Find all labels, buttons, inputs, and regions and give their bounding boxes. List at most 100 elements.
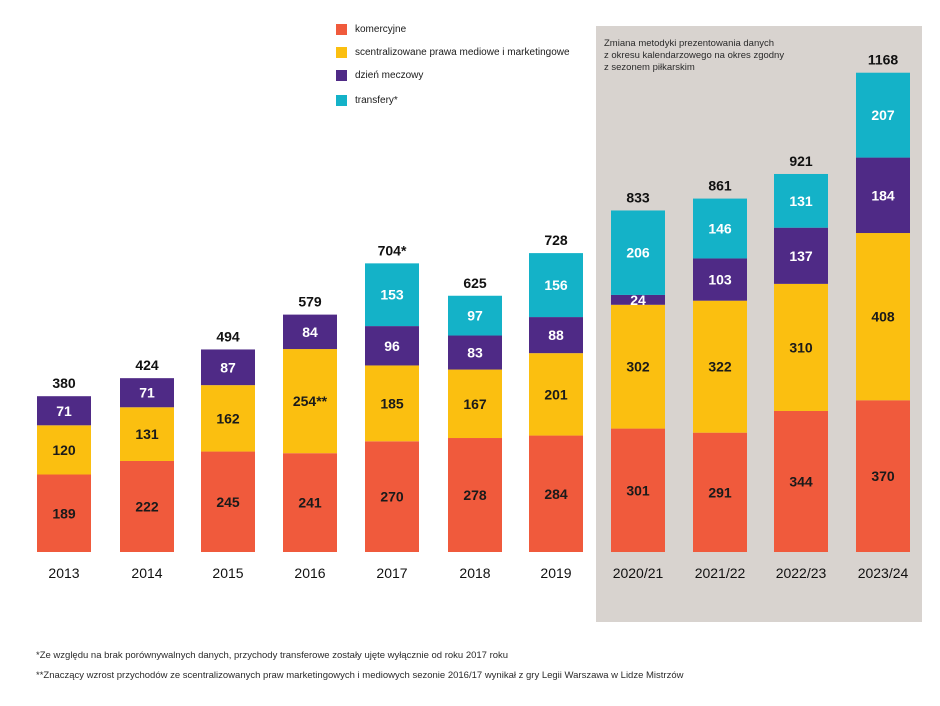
x-tick-label: 2016 [294,565,325,581]
bar-segment [283,453,337,552]
footnote-transfers: *Ze względu na brak porównywalnych danyc… [36,650,509,661]
bar-segment [448,295,502,336]
data-label: 370 [871,468,895,484]
legend-item-media-rights: scentralizowane prawa mediowe i marketin… [336,47,570,58]
data-label: 167 [463,396,487,412]
total-label: 921 [789,153,813,169]
total-label: 704* [378,242,407,258]
data-label: 222 [135,498,159,514]
total-label: 494 [216,328,240,344]
bar-segment [611,428,665,552]
total-label: 728 [544,232,568,248]
data-label: 156 [544,277,568,293]
bar-segment [774,227,828,284]
x-tick-label: 2020/21 [613,565,664,581]
bar-segment [774,283,828,411]
bar-segment [774,173,828,228]
data-label: 97 [467,308,483,324]
x-tick-label: 2015 [212,565,243,581]
bar-segment [856,400,910,552]
bar-segment [693,198,747,259]
bar-segment [365,263,419,327]
legend-item-komercyjne: komercyjne [336,24,406,35]
data-label: 301 [626,482,650,498]
data-label: 96 [384,338,400,354]
data-label: 245 [216,494,240,510]
data-label: 71 [56,403,72,419]
total-label: 579 [298,294,322,310]
bar-segment [856,233,910,401]
data-label: 278 [463,487,487,503]
data-label: 153 [380,287,404,303]
legend-swatch [336,95,347,106]
data-label: 189 [52,505,76,521]
bar-segment [201,451,255,552]
legend-label: komercyjne [355,24,407,35]
data-label: 87 [220,359,236,375]
bar-segment [856,72,910,158]
bar-segment [448,369,502,439]
data-label: 146 [708,221,732,237]
x-tick-label: 2023/24 [858,565,909,581]
bar-segment [120,460,174,552]
bar-segment [693,258,747,301]
data-label: 83 [467,345,483,361]
data-label: 302 [626,359,650,375]
data-label: 88 [548,327,564,343]
data-label: 408 [871,309,895,325]
bar-segment [693,300,747,433]
data-label: 120 [52,442,76,458]
bar-segment [529,317,583,354]
bar-segment [283,314,337,350]
bar-segment [37,396,91,426]
bar-segment [365,326,419,366]
data-label: 291 [708,484,732,500]
data-label: 201 [544,386,568,402]
bar-segment [448,335,502,370]
bar-segment [37,425,91,475]
data-label: 322 [708,359,732,375]
legend-label: dzień meczowy [355,70,424,81]
bar-segment [611,304,665,429]
data-label: 310 [789,339,813,355]
x-tick-label: 2017 [376,565,407,581]
bar-segment [529,435,583,552]
data-label: 24 [630,292,646,308]
data-label: 137 [789,248,813,264]
x-tick-label: 2013 [48,565,79,581]
data-label: 206 [626,245,650,261]
legend-swatch [336,47,347,58]
legend-swatch [336,70,347,81]
legend-label: transfery* [355,95,398,106]
total-label: 625 [463,275,487,291]
bar-segment [529,253,583,318]
x-tick-label: 2019 [540,565,571,581]
data-label: 84 [302,324,318,340]
bar-segment [283,349,337,454]
data-label: 284 [544,486,568,502]
total-label: 424 [135,357,159,373]
data-label: 344 [789,473,813,489]
data-label: 103 [708,272,732,288]
data-label: 254** [293,393,328,409]
data-label: 162 [216,410,240,426]
bar-segment [201,349,255,386]
legend-item-transfers: transfery* [336,95,398,106]
data-label: 131 [789,193,813,209]
total-label: 380 [52,375,76,391]
bar-segment [529,353,583,436]
bar-segment [611,210,665,295]
bar-segment [611,294,665,305]
x-tick-label: 2014 [131,565,162,581]
data-label: 270 [380,489,404,505]
x-tick-label: 2018 [459,565,490,581]
bar-segment [448,438,502,552]
bar-segment [365,365,419,442]
total-label: 1168 [868,52,899,68]
bar-segment [37,474,91,552]
total-label: 861 [708,178,732,194]
x-tick-label: 2021/22 [695,565,746,581]
total-label: 833 [626,189,650,205]
data-label: 131 [135,426,159,442]
